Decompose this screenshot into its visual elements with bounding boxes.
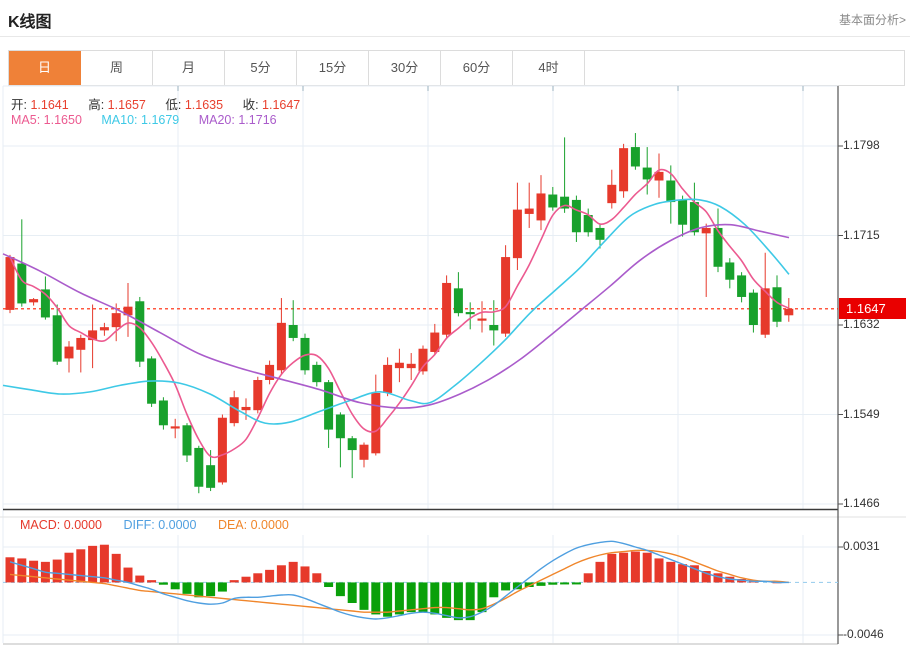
ma5-value: 1.1650 [43, 113, 82, 127]
low-label: 低: [165, 98, 182, 112]
high-value: 1.1657 [107, 98, 146, 112]
diff-label: DIFF: [123, 518, 155, 532]
page-title: K线图 [8, 14, 52, 31]
tabbar-filler [585, 51, 904, 85]
macd-axis-label-bottom: -0.0046 [843, 627, 884, 641]
ma5-label: MA5: [11, 113, 41, 127]
open-value: 1.1641 [30, 98, 69, 112]
ohlc-info-row: 开: 1.1641 高: 1.1657 低: 1.1635 收: 1.1647 [11, 94, 316, 113]
macd-label: MACD: [20, 518, 61, 532]
tab-month[interactable]: 月 [153, 51, 225, 85]
ma20-label: MA20: [198, 113, 235, 127]
low-value: 1.1635 [184, 98, 224, 112]
y-axis-label-1: 1.1798 [843, 138, 880, 152]
tab-15min[interactable]: 15分 [297, 51, 369, 85]
current-price-badge: 1.1647 [839, 298, 906, 319]
macd-value: 0.0000 [63, 518, 102, 532]
tab-4hour[interactable]: 4时 [513, 51, 585, 85]
ma10-value: 1.1679 [141, 113, 180, 127]
dea-label: DEA: [217, 518, 248, 532]
macd-info-row: MACD: 0.0000 DIFF: 0.0000 DEA: 0.0000 [20, 518, 305, 532]
tab-5min[interactable]: 5分 [225, 51, 297, 85]
ma10-label: MA10: [101, 113, 138, 127]
header-divider [0, 36, 910, 37]
y-axis-label-2: 1.1715 [843, 228, 880, 242]
y-axis-label-5: 1.1466 [843, 496, 880, 510]
interval-tabbar: 日 周 月 5分 15分 30分 60分 4时 [8, 50, 905, 86]
tab-60min[interactable]: 60分 [441, 51, 513, 85]
high-label: 高: [88, 98, 105, 112]
y-axis-label-4: 1.1549 [843, 407, 880, 421]
ma20-value: 1.1716 [238, 113, 277, 127]
fundamental-analysis-link[interactable]: 基本面分析> [838, 13, 906, 27]
open-label: 开: [11, 98, 27, 112]
macd-axis-label-top: 0.0031 [843, 539, 880, 553]
close-value: 1.1647 [262, 98, 301, 112]
tab-30min[interactable]: 30分 [369, 51, 441, 85]
dea-value: 0.0000 [250, 518, 289, 532]
y-axis-label-3: 1.1632 [843, 317, 880, 331]
ma-info-row: MA5: 1.1650 MA10: 1.1679 MA20: 1.1716 [11, 113, 293, 127]
diff-value: 0.0000 [158, 518, 197, 532]
tab-week[interactable]: 周 [81, 51, 153, 85]
close-label: 收: [242, 98, 259, 112]
tab-day[interactable]: 日 [9, 51, 81, 85]
